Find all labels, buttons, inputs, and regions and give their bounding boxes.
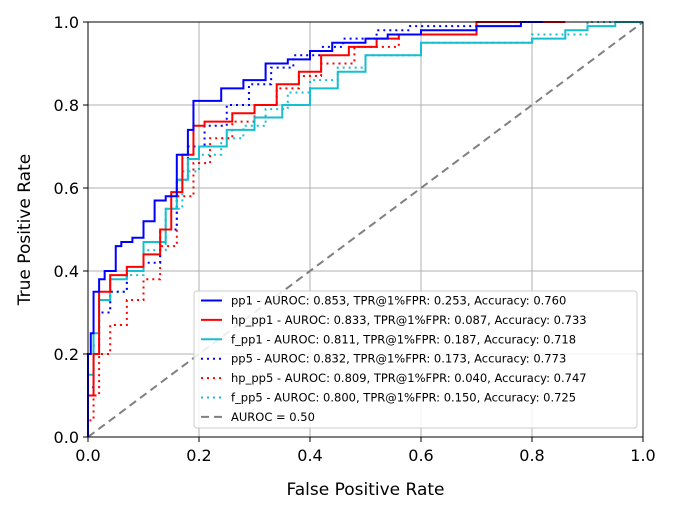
y-tick-label: 0.4 bbox=[54, 262, 79, 281]
legend-entry-label: f_pp1 - AUROC: 0.811, TPR@1%FPR: 0.187, … bbox=[231, 332, 576, 346]
x-axis-label: False Positive Rate bbox=[287, 480, 445, 500]
legend-entry-label: hp_pp5 - AUROC: 0.809, TPR@1%FPR: 0.040,… bbox=[231, 371, 587, 385]
x-tick-label: 0.6 bbox=[408, 446, 433, 465]
legend-entry-label: pp1 - AUROC: 0.853, TPR@1%FPR: 0.253, Ac… bbox=[231, 294, 566, 308]
x-tick-label: 0.8 bbox=[519, 446, 544, 465]
roc-series-line bbox=[87, 21, 544, 437]
roc-series-line bbox=[87, 21, 566, 437]
legend-entry-label: f_pp5 - AUROC: 0.800, TPR@1%FPR: 0.150, … bbox=[231, 391, 576, 405]
legend-entry-label: AUROC = 0.50 bbox=[231, 410, 315, 424]
roc-series-line bbox=[87, 21, 644, 438]
y-tick-label: 0.8 bbox=[54, 96, 79, 115]
y-tick-label: 0.0 bbox=[54, 428, 79, 447]
x-tick-label: 0.0 bbox=[75, 446, 100, 465]
x-tick-label: 0.4 bbox=[297, 446, 322, 465]
x-tick-label: 1.0 bbox=[630, 446, 655, 465]
y-tick-label: 1.0 bbox=[54, 13, 79, 32]
series-lines bbox=[87, 21, 644, 438]
legend: pp1 - AUROC: 0.853, TPR@1%FPR: 0.253, Ac… bbox=[193, 290, 638, 429]
legend-entry-label: pp5 - AUROC: 0.832, TPR@1%FPR: 0.173, Ac… bbox=[231, 352, 566, 366]
legend-entry-label: hp_pp1 - AUROC: 0.833, TPR@1%FPR: 0.087,… bbox=[231, 313, 587, 327]
legend-box bbox=[193, 290, 638, 429]
axis-ticks: 0.0 0.2 0.4 0.6 0.8 1.0 0.0 0.2 0.4 0.6 0.8 1.0 bbox=[54, 13, 656, 465]
y-axis-label: True Positive Rate bbox=[15, 154, 35, 306]
y-tick-label: 0.6 bbox=[54, 179, 79, 198]
plot-frame bbox=[87, 21, 644, 438]
y-tick-label: 0.2 bbox=[54, 345, 79, 364]
roc-series-line bbox=[87, 21, 566, 437]
x-tick-label: 0.2 bbox=[186, 446, 211, 465]
